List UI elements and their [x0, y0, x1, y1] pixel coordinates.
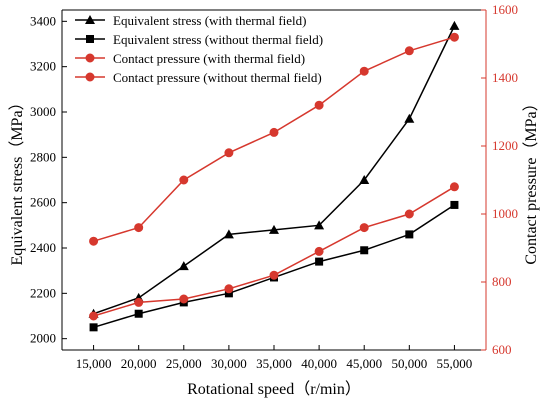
data-point	[404, 46, 414, 56]
series-line	[93, 186, 455, 317]
data-point	[179, 294, 189, 304]
y-left-tick-label: 3200	[30, 59, 56, 74]
data-point	[404, 209, 414, 219]
data-point	[134, 309, 143, 318]
x-tick-label: 25,000	[166, 356, 202, 371]
data-point	[359, 175, 370, 184]
data-point	[224, 289, 233, 298]
data-point	[359, 66, 369, 76]
data-point	[405, 230, 414, 239]
y-left-tick-label: 2800	[30, 149, 56, 164]
data-point	[179, 175, 189, 185]
data-point	[450, 200, 459, 209]
data-point	[269, 270, 279, 280]
x-tick-label: 35,000	[256, 356, 292, 371]
data-point	[89, 311, 99, 321]
series-3	[89, 32, 459, 246]
data-point	[134, 297, 144, 307]
x-axis-label: Rotational speed（r/min）	[187, 380, 361, 398]
series-line	[93, 204, 455, 329]
data-point	[359, 223, 369, 233]
y-right-tick-label: 1200	[492, 138, 518, 153]
y-right-axis-label: Contact pressure（MPa）	[522, 95, 540, 264]
data-point	[449, 20, 460, 30]
legend: Equivalent stress (with thermal field) Eq…	[75, 13, 323, 85]
legend-swatch-marker	[85, 72, 95, 82]
data-point	[404, 113, 415, 123]
x-tick-label: 50,000	[391, 356, 427, 371]
x-tick-label: 45,000	[346, 356, 382, 371]
data-point	[314, 246, 324, 256]
data-point	[449, 32, 459, 42]
y-left-tick-label: 2200	[30, 285, 56, 300]
legend-swatch-marker	[85, 53, 95, 63]
y-right-tick-label: 800	[492, 274, 512, 289]
y-right-tick-label: 600	[492, 342, 512, 357]
y-right-tick-label: 1400	[492, 70, 518, 85]
legend-entry: Contact pressure (with thermal field)	[113, 51, 305, 66]
series-4	[89, 182, 459, 321]
legend-entry: Contact pressure (without thermal field)	[113, 70, 322, 85]
y-right-tick-label: 1600	[492, 2, 518, 17]
data-point	[178, 261, 189, 271]
x-tick-label: 30,000	[211, 356, 247, 371]
data-point	[89, 323, 98, 332]
data-point	[134, 223, 144, 233]
data-point	[314, 100, 324, 110]
legend-swatch-marker	[85, 15, 95, 24]
data-point	[224, 284, 234, 294]
y-left-tick-label: 3400	[30, 13, 56, 28]
y-left-tick-label: 2400	[30, 240, 56, 255]
x-tick-label: 20,000	[121, 356, 157, 371]
data-point	[449, 182, 459, 192]
data-point	[269, 127, 279, 137]
data-point	[89, 236, 99, 246]
y-left-tick-label: 2000	[30, 331, 56, 346]
legend-entry: Equivalent stress (without thermal field…	[113, 32, 323, 47]
data-point	[224, 148, 234, 158]
legend-entry: Equivalent stress (with thermal field)	[113, 13, 307, 28]
data-point	[314, 220, 325, 230]
x-tick-label: 15,000	[76, 356, 112, 371]
y-left-axis-label: Equivalent stress（MPa）	[8, 94, 26, 265]
y-left-tick-label: 3000	[30, 104, 56, 119]
data-point	[360, 246, 369, 255]
data-point	[315, 257, 324, 266]
x-tick-label: 55,000	[437, 356, 473, 371]
x-tick-label: 40,000	[301, 356, 337, 371]
data-point	[223, 229, 234, 239]
series-line	[93, 36, 455, 242]
data-point	[269, 224, 279, 234]
legend-swatch-marker	[86, 35, 94, 43]
y-right-tick-label: 1000	[492, 206, 518, 221]
y-left-tick-label: 2600	[30, 195, 56, 210]
